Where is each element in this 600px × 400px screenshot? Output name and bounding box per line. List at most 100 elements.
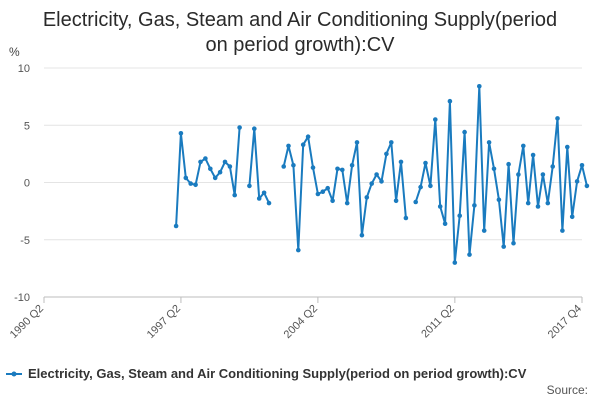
data-point <box>535 204 541 209</box>
series-line <box>414 85 588 264</box>
data-point <box>540 172 546 177</box>
data-point <box>521 143 526 149</box>
data-point <box>550 164 555 169</box>
x-tick-label: 1990 Q2 <box>8 303 46 341</box>
data-point <box>384 151 389 157</box>
data-point <box>364 195 370 200</box>
data-point <box>217 169 223 175</box>
data-point <box>584 183 590 189</box>
data-point <box>296 247 301 253</box>
data-point <box>491 166 497 172</box>
chart-title-line-2: on period growth):CV <box>205 34 395 56</box>
data-point <box>291 163 296 168</box>
data-point <box>208 166 213 172</box>
data-point <box>574 179 580 184</box>
data-point <box>516 172 521 177</box>
data-point <box>320 189 326 194</box>
data-point <box>472 203 477 208</box>
data-point <box>247 183 252 189</box>
data-point <box>344 200 350 206</box>
data-point <box>188 181 193 186</box>
data-point <box>222 159 228 165</box>
data-point <box>256 196 262 201</box>
data-point <box>467 252 472 257</box>
legend[interactable]: Electricity, Gas, Steam and Air Conditio… <box>6 366 526 381</box>
data-point <box>393 198 399 204</box>
data-point <box>496 197 502 202</box>
data-point <box>481 228 487 233</box>
x-tick-label: 2017 Q4 <box>546 303 584 341</box>
data-point <box>389 140 394 145</box>
data-point <box>354 140 360 145</box>
data-point <box>403 215 409 221</box>
data-point <box>579 163 585 168</box>
data-point <box>198 159 203 165</box>
data-point <box>237 125 242 130</box>
data-point <box>330 198 335 204</box>
data-point <box>486 140 492 145</box>
source-label: Source: <box>546 383 588 397</box>
data-point <box>560 228 565 233</box>
data-point <box>433 117 438 122</box>
legend-swatch-icon <box>6 371 22 376</box>
data-point <box>525 200 531 206</box>
data-point <box>340 167 345 173</box>
data-point <box>232 192 237 198</box>
data-point <box>359 232 365 238</box>
y-tick-label: -5 <box>20 235 30 247</box>
data-point <box>349 163 355 168</box>
data-point <box>452 260 458 265</box>
data-point <box>447 98 453 104</box>
data-point <box>462 129 467 135</box>
x-tick-label: 1997 Q2 <box>145 303 183 341</box>
data-point <box>310 165 316 170</box>
data-point <box>252 126 257 131</box>
y-tick-label: 0 <box>24 178 30 190</box>
data-point <box>545 200 551 206</box>
y-tick-label: -10 <box>14 292 30 304</box>
y-tick-label: 5 <box>24 120 30 132</box>
data-point <box>325 185 331 191</box>
data-point <box>418 184 423 190</box>
data-point <box>212 175 218 181</box>
data-point <box>428 183 433 189</box>
data-point <box>423 160 428 166</box>
chart-title-line-1: Electricity, Gas, Steam and Air Conditio… <box>42 9 558 31</box>
y-tick-label: 10 <box>18 63 30 75</box>
legend-label: Electricity, Gas, Steam and Air Conditio… <box>28 366 527 381</box>
data-point <box>227 164 233 169</box>
data-point <box>203 156 208 161</box>
data-point <box>530 152 536 158</box>
data-point <box>501 244 507 249</box>
data-point <box>565 144 570 150</box>
data-point <box>315 191 321 197</box>
data-point <box>477 84 482 89</box>
chart-title: Electricity, Gas, Steam and Air Conditio… <box>0 8 600 58</box>
data-point <box>437 204 443 209</box>
data-point <box>374 172 379 177</box>
data-point <box>261 190 267 196</box>
data-point <box>506 161 511 167</box>
data-point <box>379 179 384 184</box>
data-point <box>457 213 463 218</box>
data-point <box>300 142 306 147</box>
data-point <box>193 182 198 188</box>
data-point <box>335 166 340 172</box>
x-tick-label: 2011 Q2 <box>419 303 457 341</box>
data-point <box>178 131 184 136</box>
data-point <box>266 200 272 206</box>
data-point <box>305 134 311 139</box>
data-point <box>442 221 448 226</box>
data-point <box>555 116 560 121</box>
data-point <box>569 214 575 220</box>
data-point <box>183 175 189 181</box>
data-point <box>173 223 179 229</box>
data-point <box>281 164 287 169</box>
data-point <box>413 199 419 205</box>
y-axis-unit-label: % <box>9 45 20 59</box>
data-point <box>286 143 291 149</box>
x-tick-label: 2004 Q2 <box>282 303 320 341</box>
data-point <box>369 181 375 186</box>
data-point <box>398 159 404 165</box>
